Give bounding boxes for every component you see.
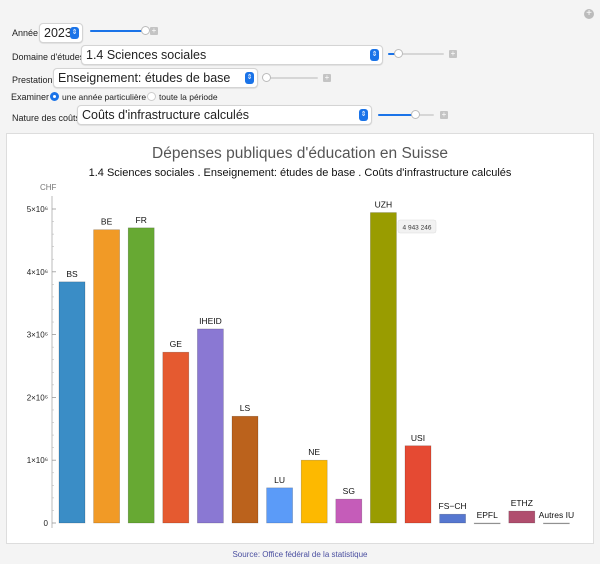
bar-iheid[interactable] (197, 328, 224, 524)
domain-slider[interactable] (388, 49, 444, 58)
add-icon[interactable]: + (584, 9, 594, 19)
bar-label: BE (101, 217, 113, 227)
bar-label: Autres IU (539, 510, 574, 520)
bar-autres-iu[interactable] (543, 522, 570, 525)
value-tooltip: 4 943 246 (397, 219, 437, 234)
bar-label: LS (240, 403, 251, 413)
y-tick-label: 5×10⁶ (27, 205, 48, 214)
cost-value: Coûts d'infrastructure calculés (82, 108, 250, 122)
bar-label: LU (274, 475, 285, 485)
year-select[interactable]: 2023 ⇕ (39, 23, 83, 43)
chevron-updown-icon: ⇕ (370, 49, 379, 61)
bar-uzh[interactable] (370, 212, 397, 524)
bar-label: USI (411, 433, 425, 443)
bar-label: FS−CH (439, 501, 467, 511)
y-tick-label: 3×10⁶ (27, 331, 48, 340)
bar-label: IHEID (199, 316, 222, 326)
bar-label: UZH (375, 200, 392, 210)
bar-fr[interactable] (127, 227, 155, 524)
cost-select[interactable]: Coûts d'infrastructure calculés ⇕ (77, 105, 372, 125)
chevron-updown-icon: ⇕ (70, 27, 79, 39)
y-tick-label: 0 (44, 519, 49, 528)
radio-whole-period-label: toute la période (159, 92, 218, 102)
bar-fs-ch[interactable] (439, 513, 466, 524)
bar-label: GE (170, 339, 183, 349)
chevron-updown-icon: ⇕ (245, 72, 254, 84)
bar-bs[interactable] (58, 281, 86, 524)
prestation-expand-icon[interactable]: + (323, 73, 331, 82)
domain-select[interactable]: 1.4 Sciences sociales ⇕ (81, 45, 383, 65)
prestation-slider[interactable] (262, 73, 318, 82)
radio-whole-period[interactable] (147, 92, 156, 101)
examine-label: Examiner (11, 92, 50, 102)
cost-label: Nature des coûts (12, 113, 81, 123)
year-slider[interactable] (90, 26, 150, 35)
radio-single-year-label: une année particulière (62, 92, 147, 102)
bar-ge[interactable] (162, 351, 190, 524)
year-value: 2023 (44, 26, 72, 40)
prestation-label: Prestation (12, 75, 53, 85)
tooltip-value: 4 943 246 (403, 225, 432, 232)
y-tick-label: 4×10⁶ (27, 268, 48, 277)
y-tick-label: 2×10⁶ (27, 393, 48, 402)
year-expand-icon[interactable]: + (150, 26, 158, 35)
bar-label: SG (343, 486, 355, 496)
bar-ne[interactable] (300, 459, 328, 524)
bar-label: EPFL (477, 510, 499, 520)
prestation-value: Enseignement: études de base (58, 71, 231, 85)
domain-label: Domaine d'études (12, 52, 85, 62)
bar-ls[interactable] (231, 415, 259, 524)
bar-ethz[interactable] (508, 510, 536, 524)
bar-lu[interactable] (266, 487, 293, 524)
bar-usi[interactable] (404, 445, 432, 524)
bar-label: FR (136, 215, 147, 225)
source-note: Source: Office fédéral de la statistique (232, 550, 368, 559)
cost-slider[interactable] (378, 110, 434, 119)
chart-subtitle: 1.4 Sciences sociales . Enseignement: ét… (89, 167, 512, 179)
domain-value: 1.4 Sciences sociales (86, 48, 207, 62)
bar-epfl[interactable] (473, 522, 501, 525)
prestation-select[interactable]: Enseignement: études de base ⇕ (53, 68, 258, 88)
bar-label: NE (308, 447, 320, 457)
cost-expand-icon[interactable]: + (440, 110, 448, 119)
bar-label: ETHZ (511, 498, 533, 508)
bar-be[interactable] (93, 229, 120, 524)
bar-label: BS (66, 269, 78, 279)
y-tick-label: 1×10⁶ (27, 456, 48, 465)
y-axis-label: CHF (40, 183, 57, 192)
bar-sg[interactable] (335, 498, 363, 524)
chevron-updown-icon: ⇕ (359, 109, 368, 121)
domain-expand-icon[interactable]: + (449, 49, 457, 58)
year-label: Année (12, 28, 39, 38)
chart-title: Dépenses publiques d'éducation en Suisse (152, 145, 448, 162)
radio-single-year[interactable] (50, 92, 59, 101)
